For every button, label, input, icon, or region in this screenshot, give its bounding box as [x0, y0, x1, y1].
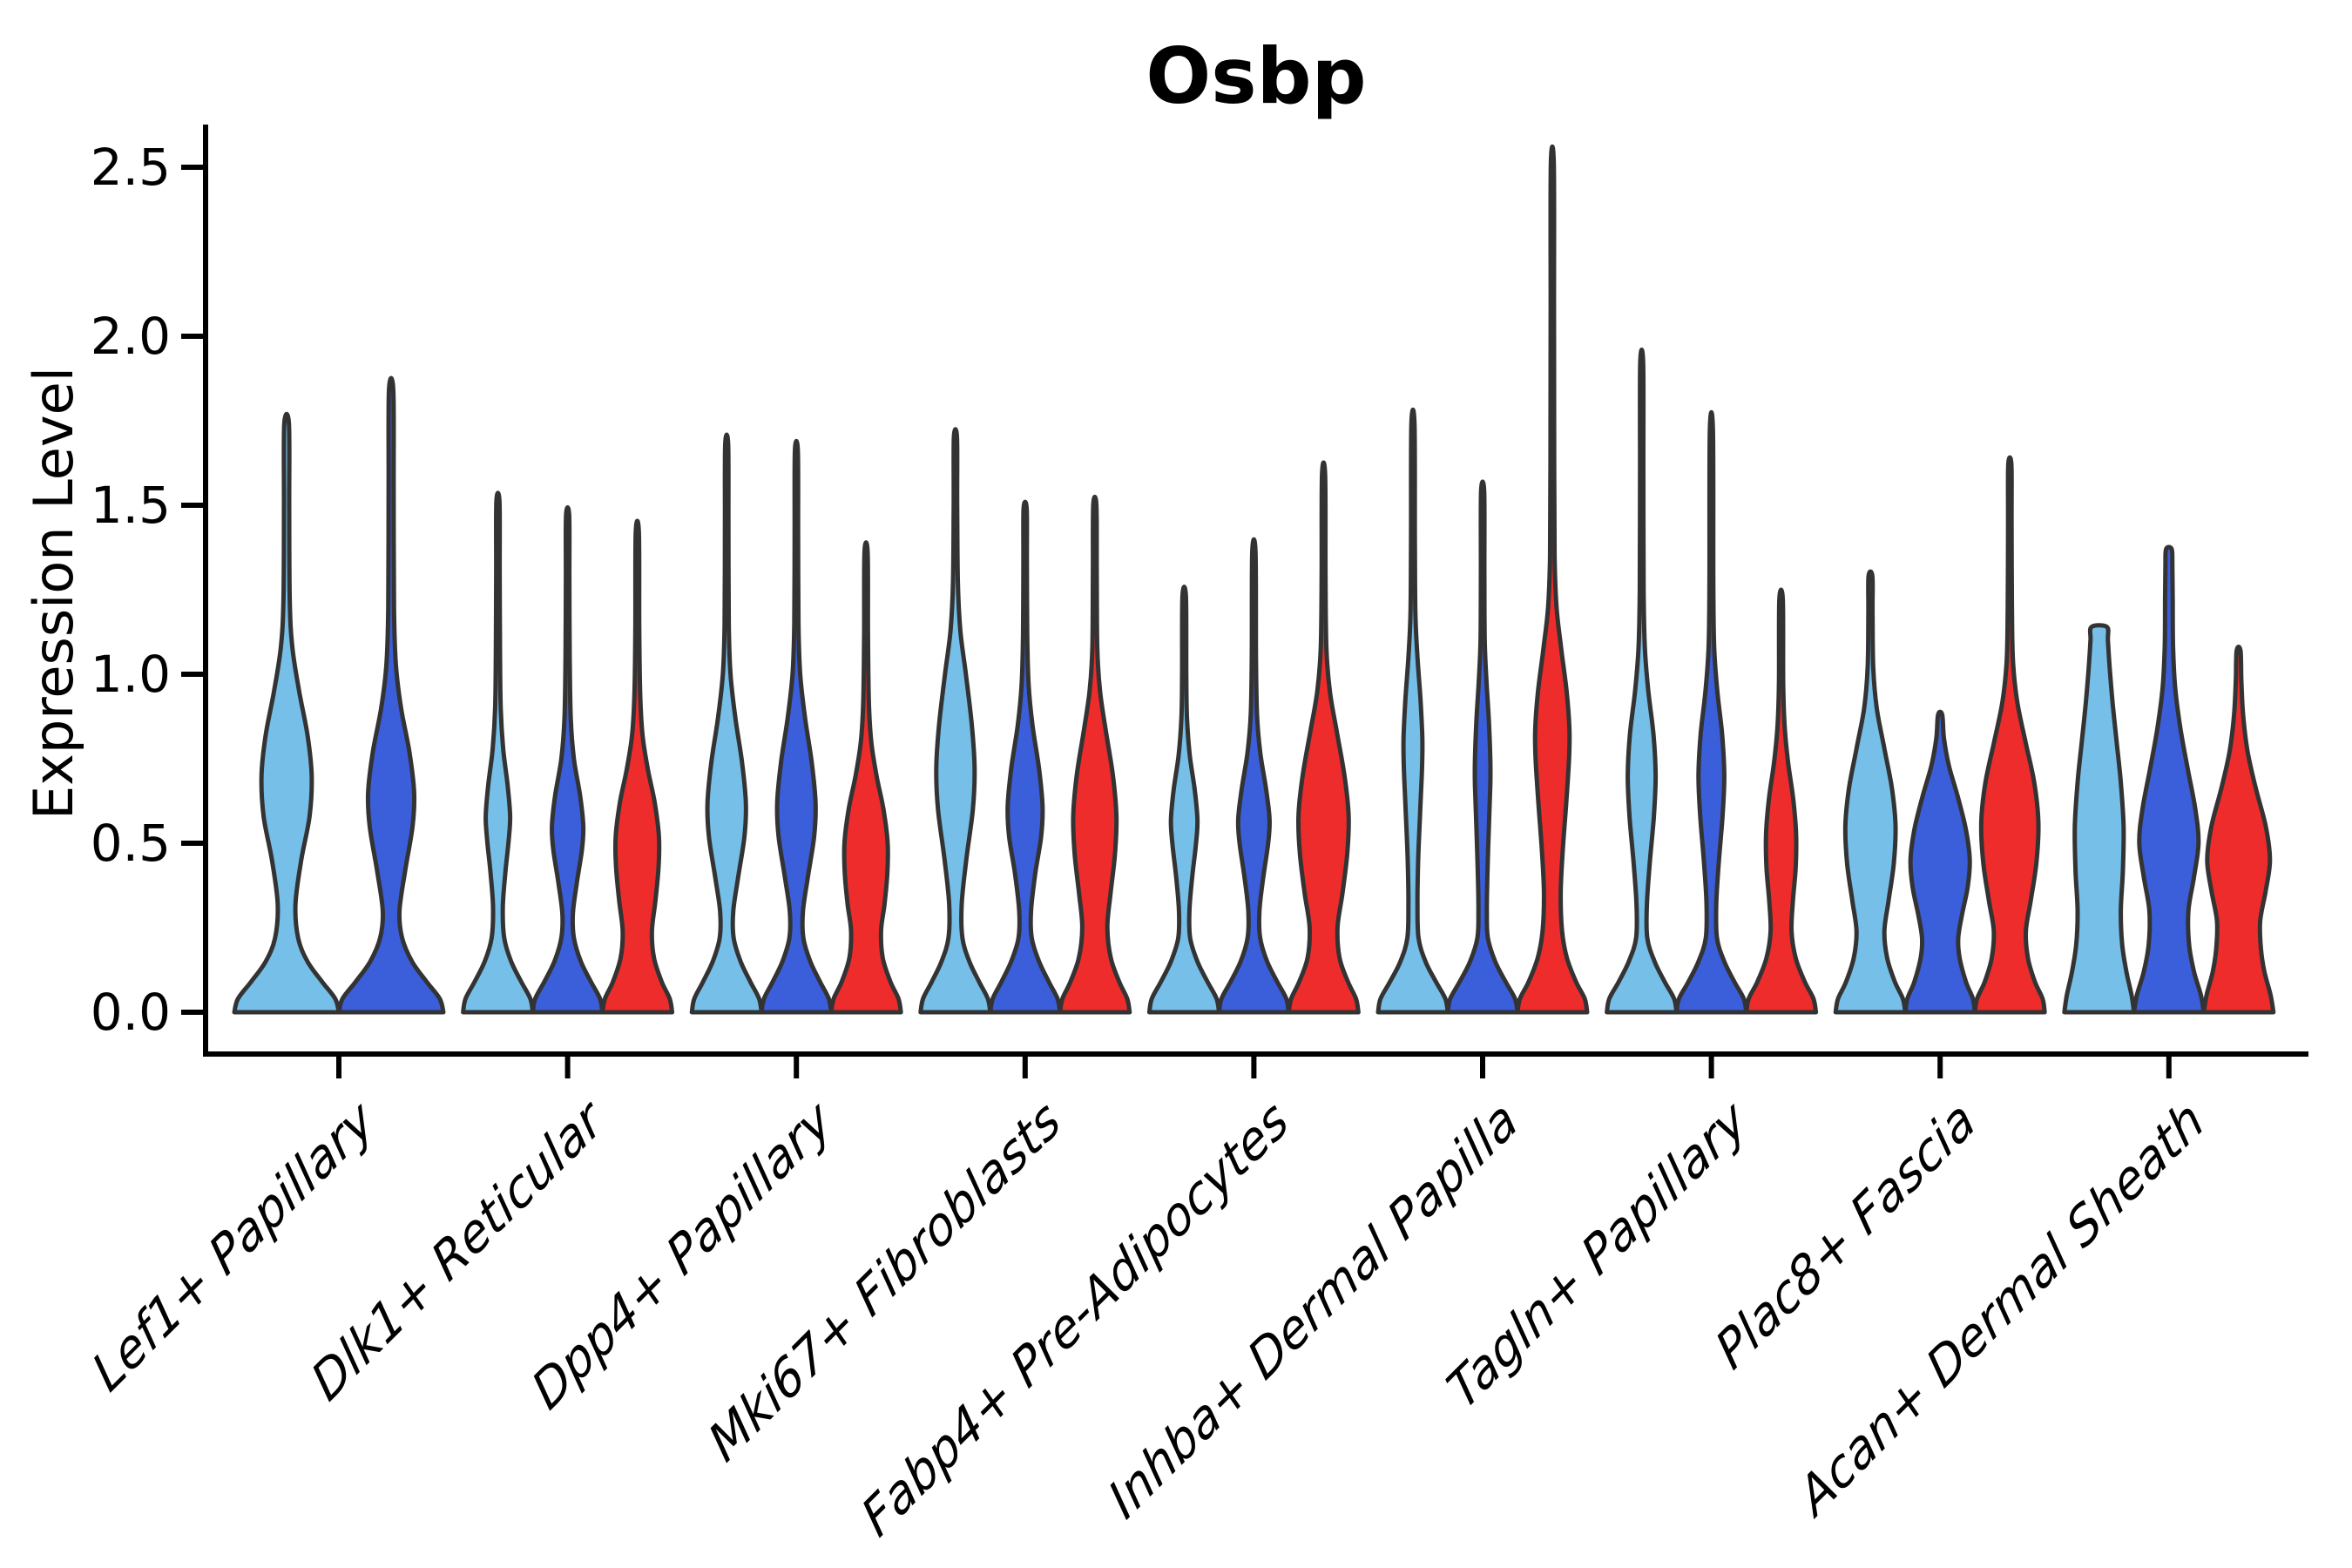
violin-tagln-papillary-red	[1744, 587, 1819, 1015]
violin-fabp4-pre-adipocytes-red	[1286, 460, 1361, 1015]
violin-plac8-fascia-dark-blue	[1903, 709, 1977, 1015]
violin-acan-dermal-sheath-red	[2201, 644, 2276, 1015]
violin-acan-dermal-sheath-light-blue	[2062, 623, 2137, 1015]
violin-tagln-papillary-light-blue	[1605, 347, 1680, 1015]
violin-dpp4-papillary-red	[828, 540, 903, 1015]
violin-inhba-dermal-papilla-light-blue	[1375, 407, 1450, 1015]
chart-title: Osbp	[1146, 31, 1367, 121]
y-tick-label: 2.0	[90, 307, 171, 366]
violin-dpp4-papillary-dark-blue	[759, 438, 834, 1015]
violin-inhba-dermal-papilla-red	[1515, 144, 1590, 1015]
y-tick-label: 1.0	[90, 645, 171, 704]
y-tick-label: 1.5	[90, 476, 171, 535]
violin-lef1-papillary-light-blue	[232, 411, 341, 1015]
violin-dlk1-reticular-dark-blue	[531, 504, 605, 1015]
violin-plac8-fascia-light-blue	[1833, 569, 1908, 1015]
violin-inhba-dermal-papilla-dark-blue	[1445, 479, 1520, 1015]
violin-dlk1-reticular-light-blue	[461, 490, 536, 1015]
y-tick-label: 0.0	[90, 983, 171, 1042]
y-tick-label: 0.5	[90, 814, 171, 873]
violin-acan-dermal-sheath-dark-blue	[2132, 544, 2207, 1015]
violin-mki67-fibroblasts-red	[1058, 494, 1132, 1015]
violin-mki67-fibroblasts-light-blue	[918, 427, 993, 1015]
y-axis-label: Expression Level	[22, 367, 85, 820]
violin-lef1-papillary-dark-blue	[336, 375, 446, 1015]
y-tick-label: 2.5	[90, 138, 171, 197]
violin-tagln-papillary-dark-blue	[1674, 409, 1749, 1015]
violin-dlk1-reticular-red	[600, 518, 675, 1015]
violin-dpp4-papillary-light-blue	[689, 432, 764, 1015]
violin-fabp4-pre-adipocytes-dark-blue	[1216, 537, 1291, 1015]
violin-mki67-fibroblasts-dark-blue	[988, 499, 1063, 1015]
violin-plac8-fascia-red	[1972, 455, 2047, 1015]
violin-fabp4-pre-adipocytes-light-blue	[1146, 585, 1221, 1015]
